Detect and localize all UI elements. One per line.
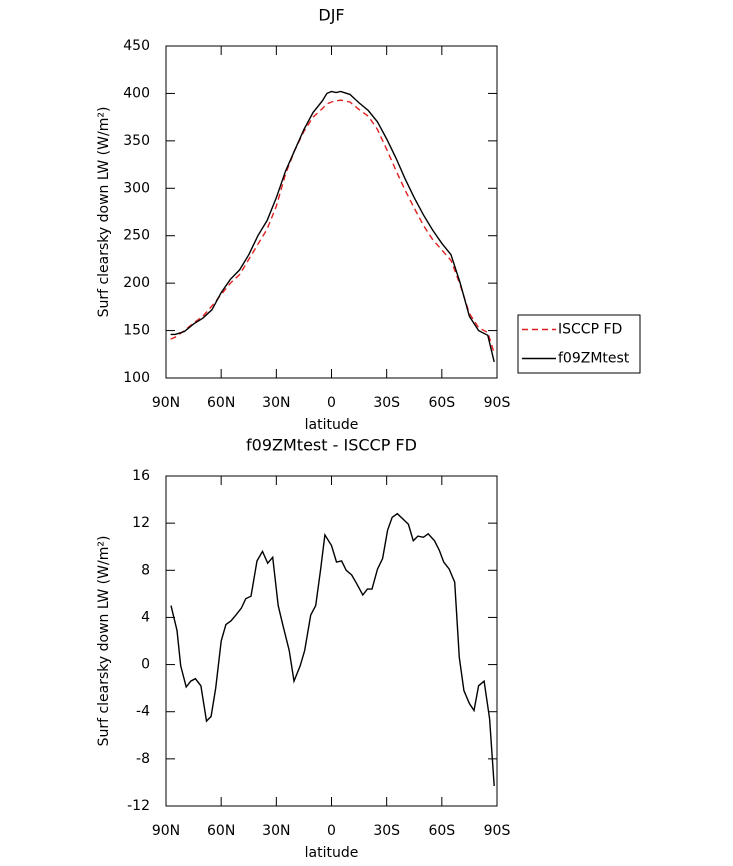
- chart-title: f09ZMtest - ISCCP FD: [246, 436, 417, 455]
- x-tick-label: 30S: [373, 823, 400, 839]
- x-tick-label: 60S: [428, 823, 455, 839]
- x-tick-label: 0: [327, 823, 336, 839]
- y-axis-label: Surf clearsky down LW (W/m²): [96, 536, 112, 747]
- y-tick-label: 350: [123, 133, 150, 149]
- x-tick-label: 60S: [428, 395, 455, 411]
- plot-frame: [165, 45, 498, 379]
- y-tick-label: 300: [123, 180, 150, 196]
- y-tick-label: 0: [141, 657, 150, 673]
- x-tick-label: 30N: [262, 823, 290, 839]
- y-tick-label: 150: [123, 323, 150, 339]
- data-line: [170, 99, 495, 354]
- y-axis-label: Surf clearsky down LW (W/m²): [96, 107, 112, 318]
- y-tick-label: 450: [123, 38, 150, 54]
- x-tick-label: 60N: [207, 395, 235, 411]
- y-tick-label: -4: [136, 704, 150, 720]
- y-tick-label: 250: [123, 228, 150, 244]
- x-tick-label: 0: [327, 395, 336, 411]
- y-tick-label: 200: [123, 275, 150, 291]
- y-tick-label: 4: [141, 609, 150, 625]
- x-tick-label: 30N: [262, 395, 290, 411]
- y-tick-label: 100: [123, 370, 150, 386]
- x-tick-label: 90S: [484, 823, 511, 839]
- x-tick-label: 90N: [152, 823, 180, 839]
- y-tick-label: 8: [141, 562, 150, 578]
- x-tick-label: 30S: [373, 395, 400, 411]
- legend-label: f09ZMtest: [558, 351, 630, 367]
- legend-box: [517, 314, 641, 374]
- data-line: [170, 90, 495, 363]
- y-tick-label: 400: [123, 85, 150, 101]
- legend-label: ISCCP FD: [558, 322, 622, 338]
- x-axis-label: latitude: [305, 417, 359, 433]
- x-tick-label: 90S: [484, 395, 511, 411]
- y-tick-label: -12: [127, 798, 150, 814]
- y-tick-label: 12: [132, 515, 150, 531]
- y-tick-label: 16: [132, 468, 150, 484]
- x-axis-label: latitude: [305, 845, 359, 861]
- chart-title: DJF: [318, 6, 344, 25]
- y-tick-label: -8: [136, 751, 150, 767]
- data-line: [170, 512, 495, 787]
- plot-frame: [165, 475, 498, 807]
- x-tick-label: 60N: [207, 823, 235, 839]
- x-tick-label: 90N: [152, 395, 180, 411]
